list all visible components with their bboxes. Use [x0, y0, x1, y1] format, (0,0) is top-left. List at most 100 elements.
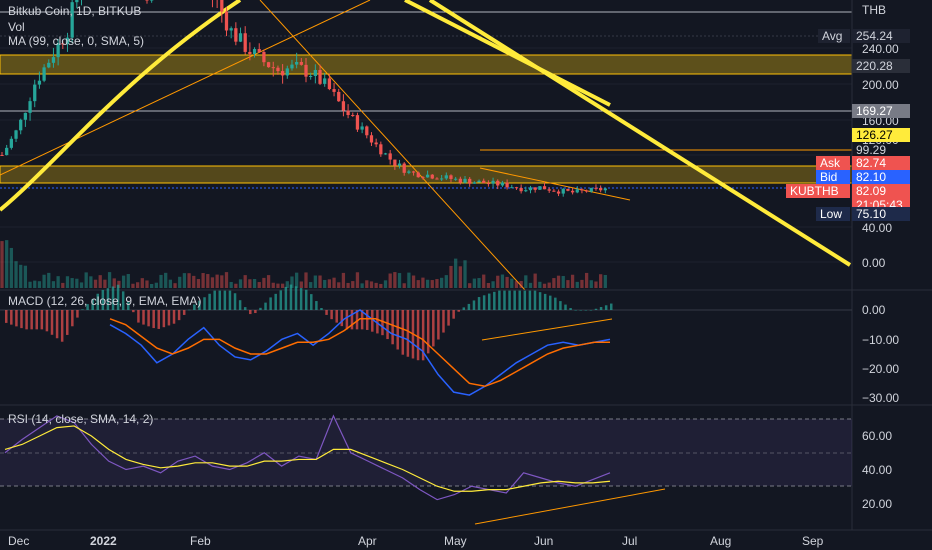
macd-y-tick: −20.00: [862, 362, 900, 376]
volume-bar: [421, 277, 425, 288]
volume-bar: [388, 273, 392, 288]
candle-body: [430, 174, 434, 179]
volume-bar: [580, 279, 584, 288]
macd-histogram-bar: [81, 309, 84, 310]
macd-histogram-bar: [172, 310, 176, 324]
signal-line: [109, 318, 610, 388]
volume-bar: [477, 278, 481, 288]
candle-body: [224, 11, 229, 31]
level-tag-126: 126.27: [852, 128, 910, 142]
macd-histogram-bar: [355, 310, 359, 330]
level-tag-99: 99.29: [856, 143, 887, 157]
macd-pane: [0, 284, 852, 396]
macd-histogram-bar: [111, 286, 115, 310]
candle-body: [248, 51, 252, 54]
macd-histogram-bar: [599, 307, 603, 310]
candle-body: [37, 80, 42, 85]
macd-histogram-bar: [315, 301, 318, 310]
macd-histogram-bar: [15, 310, 18, 327]
candle-body: [323, 78, 327, 84]
candle-body: [584, 190, 589, 192]
macd-histogram-bar: [35, 310, 39, 330]
candle-body: [341, 101, 346, 111]
volume-bar: [89, 276, 93, 288]
macd-histogram-bar: [467, 303, 471, 310]
volume-bar: [164, 272, 168, 288]
macd-histogram-bar: [406, 310, 410, 357]
candle-body: [299, 61, 303, 65]
volume-bar: [19, 264, 23, 288]
candle-body: [23, 112, 28, 120]
macd-histogram-bar: [528, 290, 532, 310]
volume-bar: [215, 274, 219, 288]
candle-body: [229, 28, 233, 31]
macd-histogram-bar: [330, 310, 333, 320]
macd-histogram-bar: [442, 310, 445, 333]
volume-bar: [131, 283, 135, 288]
candle-body: [402, 163, 406, 173]
candle-body: [14, 130, 18, 139]
macd-histogram-bar: [45, 310, 49, 332]
macd-histogram-bar: [391, 310, 394, 345]
macd-histogram-bar: [416, 310, 420, 361]
volume-bar: [159, 274, 163, 288]
x-tick: Jul: [622, 534, 638, 548]
macd-histogram-bar: [518, 290, 521, 310]
volume-bar: [561, 276, 565, 288]
macd-histogram-bar: [447, 310, 450, 326]
candle-body: [514, 187, 519, 189]
macd-y-tick: −10.00: [862, 333, 900, 347]
x-tick: Apr: [358, 534, 377, 548]
volume-bar: [182, 273, 187, 288]
candle-body: [416, 172, 420, 178]
candle-body: [145, 0, 149, 1]
macd-histogram-bar: [371, 310, 374, 332]
volume-bars: [0, 240, 607, 288]
volume-bar: [411, 275, 416, 288]
candle-body: [383, 153, 388, 155]
x-tick: Sep: [802, 534, 824, 548]
macd-histogram-bar: [543, 293, 547, 310]
candle-body: [238, 33, 243, 42]
candle-body: [468, 178, 472, 184]
macd-histogram-bar: [55, 310, 59, 339]
ma-label: MA (99, close, 0, SMA, 5): [8, 34, 145, 48]
candle-body: [290, 64, 294, 69]
candle-body: [243, 33, 247, 52]
macd-histogram-bar: [218, 290, 222, 310]
macd-histogram-bar: [365, 310, 369, 330]
yellow-arc: [0, 0, 242, 212]
macd-histogram-bar: [493, 291, 496, 310]
candle-body: [491, 180, 495, 184]
candle-body: [435, 178, 439, 180]
volume-bar: [47, 272, 51, 288]
volume-bar: [70, 278, 74, 288]
x-tick: Feb: [190, 534, 211, 548]
candle-body: [388, 153, 392, 160]
macd-line: [109, 309, 611, 396]
macd-histogram-bar: [203, 297, 206, 310]
macd-histogram-bar: [30, 310, 33, 330]
volume-bar: [346, 282, 350, 288]
macd-histogram-bar: [523, 290, 527, 310]
candle-body: [421, 177, 425, 179]
macd-histogram-bar: [584, 310, 588, 311]
volume-bar: [98, 275, 102, 288]
candle-body: [295, 61, 299, 65]
candle-body: [379, 144, 383, 155]
macd-histogram-bar: [213, 290, 216, 310]
macd-histogram-bar: [304, 289, 308, 310]
candle-body: [304, 64, 308, 77]
candle-body: [444, 175, 448, 179]
volume-bar: [229, 281, 233, 288]
volume-bar: [107, 272, 112, 288]
volume-bar: [374, 282, 378, 288]
volume-bar: [337, 282, 341, 288]
candle-body: [599, 188, 603, 191]
candle-body: [407, 171, 411, 173]
candle-body: [570, 190, 575, 193]
macd-y-tick: 0.00: [862, 303, 886, 317]
volume-bar: [566, 280, 570, 288]
candle-body: [252, 49, 257, 54]
